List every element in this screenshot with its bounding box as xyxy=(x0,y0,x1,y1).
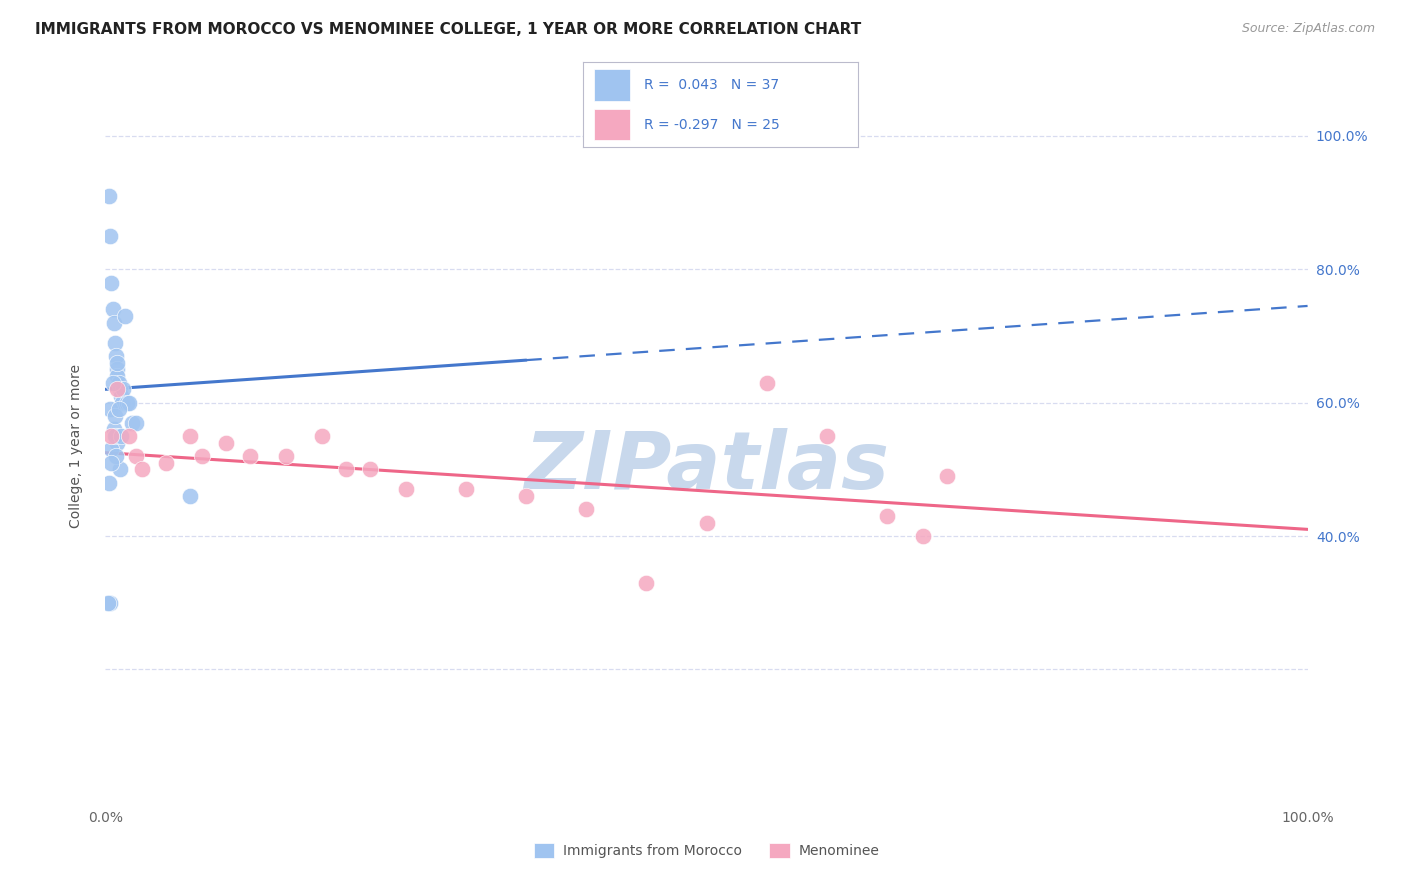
Point xyxy=(110,429,132,443)
Point xyxy=(179,429,201,443)
Point xyxy=(111,395,134,409)
Point xyxy=(815,429,838,443)
Point xyxy=(103,316,125,330)
Point xyxy=(239,449,262,463)
Point xyxy=(107,356,129,370)
Point xyxy=(108,382,131,396)
Point xyxy=(100,429,122,443)
Point xyxy=(101,376,124,390)
Point xyxy=(114,309,136,323)
Point xyxy=(112,382,135,396)
Point xyxy=(395,483,418,497)
Point xyxy=(100,442,122,457)
Point xyxy=(107,362,129,376)
Point xyxy=(454,483,477,497)
Point xyxy=(107,382,129,396)
Point xyxy=(124,449,146,463)
Text: IMMIGRANTS FROM MOROCCO VS MENOMINEE COLLEGE, 1 YEAR OR MORE CORRELATION CHART: IMMIGRANTS FROM MOROCCO VS MENOMINEE COL… xyxy=(35,22,862,37)
Point xyxy=(98,189,121,203)
Text: R = -0.297   N = 25: R = -0.297 N = 25 xyxy=(644,118,779,132)
Point xyxy=(121,416,143,430)
Point xyxy=(118,395,141,409)
Text: Source: ZipAtlas.com: Source: ZipAtlas.com xyxy=(1241,22,1375,36)
Point xyxy=(155,456,177,470)
Point xyxy=(100,276,122,290)
Point xyxy=(335,462,357,476)
Point xyxy=(107,402,129,417)
Point xyxy=(696,516,718,530)
Point xyxy=(274,449,297,463)
Point xyxy=(359,462,381,476)
Point xyxy=(311,429,333,443)
Point xyxy=(105,429,128,443)
Point xyxy=(104,409,127,423)
Point xyxy=(98,228,121,243)
Point xyxy=(876,509,898,524)
Y-axis label: College, 1 year or more: College, 1 year or more xyxy=(69,364,83,528)
Point xyxy=(115,395,138,409)
Bar xyxy=(595,70,630,101)
Point xyxy=(190,449,212,463)
Point xyxy=(124,416,146,430)
Point xyxy=(100,456,122,470)
Point xyxy=(575,502,598,516)
Point xyxy=(98,475,121,490)
Point xyxy=(911,529,934,543)
Point xyxy=(98,402,121,417)
Point xyxy=(636,575,658,590)
Point xyxy=(98,596,121,610)
Point xyxy=(515,489,537,503)
Point xyxy=(179,489,201,503)
Point xyxy=(118,429,141,443)
Point xyxy=(105,349,128,363)
Point xyxy=(108,462,131,476)
Bar xyxy=(595,109,630,140)
Point xyxy=(110,389,132,403)
Point xyxy=(97,596,120,610)
Legend: Immigrants from Morocco, Menominee: Immigrants from Morocco, Menominee xyxy=(529,838,884,863)
Point xyxy=(107,368,129,383)
Point xyxy=(936,469,959,483)
Text: ZIPatlas: ZIPatlas xyxy=(524,428,889,507)
Point xyxy=(107,376,129,390)
Point xyxy=(101,302,124,317)
Text: R =  0.043   N = 37: R = 0.043 N = 37 xyxy=(644,78,779,92)
Point xyxy=(104,335,127,350)
Point xyxy=(755,376,778,390)
Point xyxy=(214,435,236,450)
Point xyxy=(103,422,125,436)
Point xyxy=(107,435,129,450)
Point xyxy=(105,449,128,463)
Point xyxy=(131,462,153,476)
Point xyxy=(104,429,127,443)
